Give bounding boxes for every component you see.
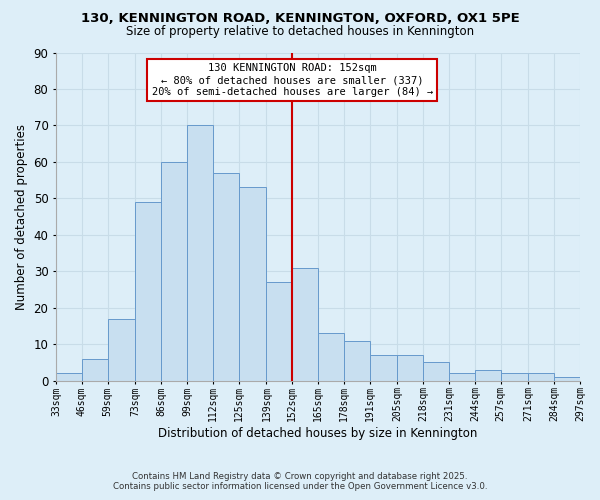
Bar [292,268,318,380]
Text: Contains HM Land Registry data © Crown copyright and database right 2025.
Contai: Contains HM Land Registry data © Crown c… [113,472,487,491]
Bar [554,377,580,380]
Text: Size of property relative to detached houses in Kennington: Size of property relative to detached ho… [126,25,474,38]
Text: 130 KENNINGTON ROAD: 152sqm
← 80% of detached houses are smaller (337)
20% of se: 130 KENNINGTON ROAD: 152sqm ← 80% of det… [152,64,433,96]
Text: 130, KENNINGTON ROAD, KENNINGTON, OXFORD, OX1 5PE: 130, KENNINGTON ROAD, KENNINGTON, OXFORD… [80,12,520,26]
Bar [213,173,239,380]
Bar [56,374,82,380]
Bar [529,374,554,380]
Bar [344,340,370,380]
Bar [370,355,397,380]
Bar [239,188,266,380]
X-axis label: Distribution of detached houses by size in Kennington: Distribution of detached houses by size … [158,427,478,440]
Bar [500,374,529,380]
Bar [136,202,161,380]
Bar [161,162,187,380]
Bar [318,333,344,380]
Bar [107,318,136,380]
Bar [397,355,423,380]
Bar [423,362,449,380]
Bar [82,359,107,380]
Bar [449,374,475,380]
Bar [475,370,500,380]
Bar [266,282,292,380]
Bar [187,126,213,380]
Y-axis label: Number of detached properties: Number of detached properties [15,124,28,310]
